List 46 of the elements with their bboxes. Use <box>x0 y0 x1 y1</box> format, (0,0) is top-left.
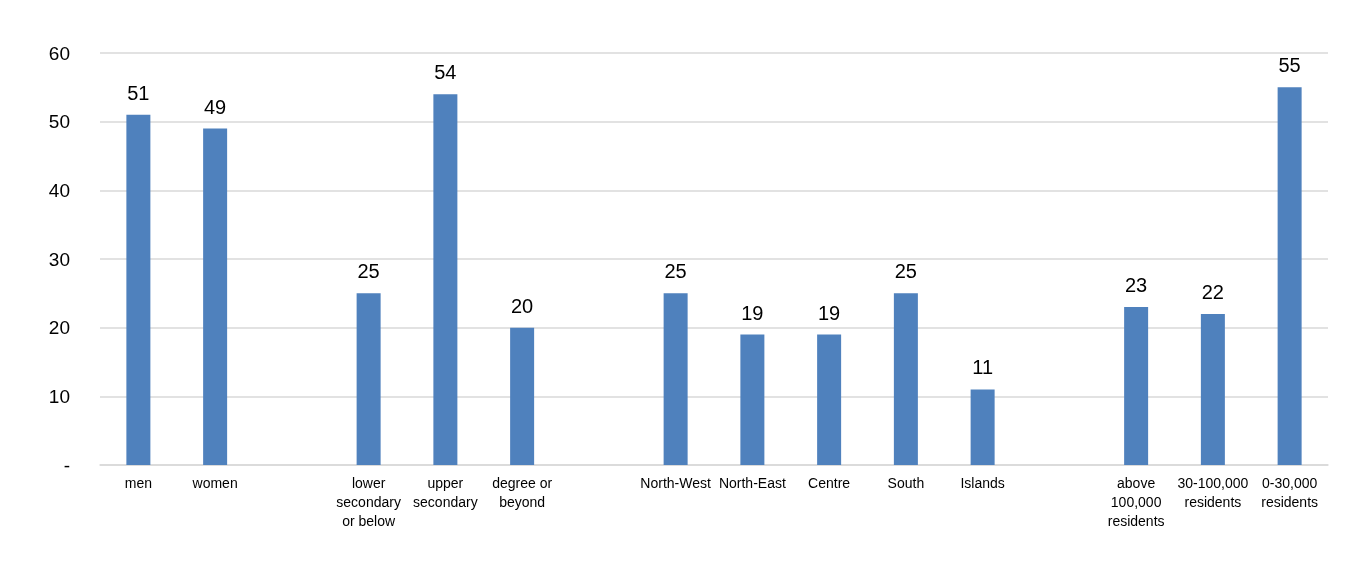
data-label: 25 <box>894 260 917 283</box>
y-tick-label: 60 <box>48 42 70 64</box>
data-label: 55 <box>1278 54 1301 77</box>
x-tick-label: 0-30,000 residents <box>1261 474 1319 510</box>
data-label: 49 <box>204 95 227 118</box>
bar <box>740 334 765 465</box>
data-label: 23 <box>1125 274 1148 297</box>
x-tick-label: degree or beyond <box>492 474 553 510</box>
data-label: 22 <box>1201 280 1224 303</box>
x-tick-label: women <box>191 474 238 491</box>
y-tick-label: - <box>63 454 70 476</box>
data-label: 19 <box>741 301 764 324</box>
x-tick-label: above 100,000 residents <box>1107 474 1165 529</box>
x-tick-label: Islands <box>960 474 1005 491</box>
bar <box>126 114 151 465</box>
bar <box>1277 87 1302 465</box>
bar <box>893 293 918 465</box>
y-tick-label: 10 <box>48 385 70 407</box>
data-label: 11 <box>972 356 994 379</box>
bar <box>433 94 458 465</box>
bar <box>817 334 842 465</box>
x-tick-label: lower secondary or below <box>336 474 401 529</box>
y-tick-label: 20 <box>48 317 70 339</box>
bar <box>203 128 228 465</box>
y-tick-label: 50 <box>48 111 70 133</box>
x-tick-label: North-West <box>640 474 711 491</box>
bar <box>510 327 535 465</box>
y-tick-label: 40 <box>48 179 70 201</box>
x-tick-label: North-East <box>718 474 786 491</box>
bar <box>663 293 688 465</box>
bar <box>1124 307 1149 465</box>
x-tick-label: 30-100,000 residents <box>1177 474 1249 510</box>
x-tick-label: South <box>887 474 925 491</box>
x-tick-label: men <box>124 474 152 491</box>
x-tick-label: Centre <box>808 474 851 491</box>
data-label: 25 <box>357 260 380 283</box>
data-label: 25 <box>664 260 687 283</box>
y-tick-label: 30 <box>48 248 70 270</box>
bar <box>356 293 381 465</box>
data-label: 19 <box>818 301 841 324</box>
data-label: 20 <box>511 294 534 317</box>
data-label: 51 <box>127 81 150 104</box>
bar <box>1200 313 1225 465</box>
x-tick-label: upper secondary <box>413 474 478 510</box>
data-label: 54 <box>434 61 457 84</box>
bar <box>970 389 995 465</box>
